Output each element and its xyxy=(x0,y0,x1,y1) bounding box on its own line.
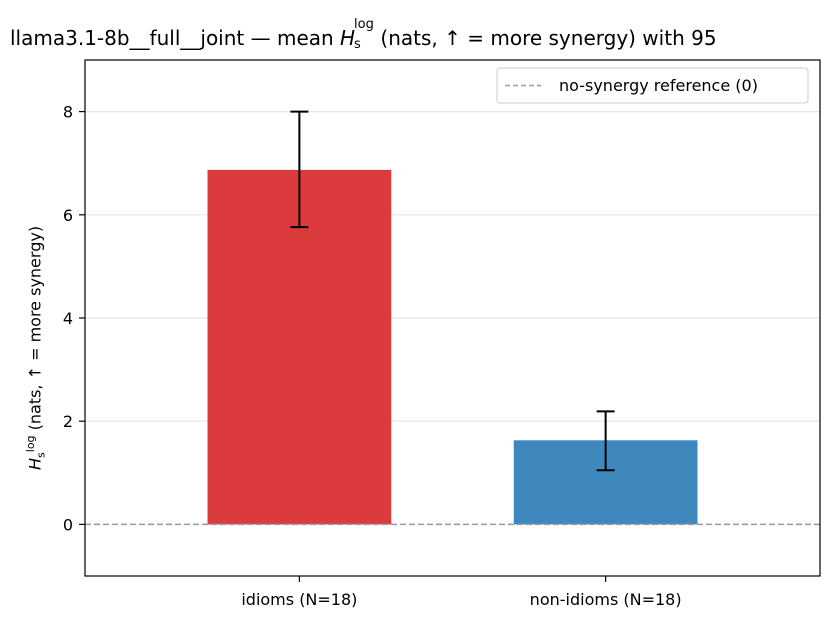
title-subscript: s xyxy=(354,37,361,52)
error-bars xyxy=(290,110,615,472)
ylabel-symbol: H xyxy=(25,457,45,470)
bars xyxy=(207,169,698,525)
title-prefix: llama3.1-8b__full__joint — mean xyxy=(10,26,341,50)
bar xyxy=(207,169,392,525)
ylabel-suffix: (nats, ↑ = more synergy) xyxy=(25,225,45,436)
y-tick-label: 2 xyxy=(63,412,73,431)
y-tick-label: 0 xyxy=(63,515,73,534)
y-axis-label: Hslog (nats, ↑ = more synergy) xyxy=(24,226,48,470)
legend: no-synergy reference (0) xyxy=(496,67,809,104)
y-tick-label: 6 xyxy=(63,206,73,225)
title-symbol-letter: H xyxy=(340,26,356,50)
x-tick-label: idioms (N=18) xyxy=(241,590,357,609)
ylabel-subscript: s xyxy=(34,452,48,458)
ylabel-superscript: log xyxy=(24,435,37,453)
x-tick-label: non-idioms (N=18) xyxy=(530,590,682,609)
y-tick-label: 4 xyxy=(63,309,73,328)
x-axis-ticks: idioms (N=18) non-idioms (N=18) xyxy=(241,576,682,609)
legend-label: no-synergy reference (0) xyxy=(559,76,758,95)
y-tick-label: 8 xyxy=(63,103,73,122)
grid-lines xyxy=(85,110,820,422)
title-suffix: (nats, ↑ = more synergy) with 95 xyxy=(374,26,717,50)
legend-box xyxy=(496,67,809,104)
y-axis-ticks: 0 2 4 6 8 xyxy=(63,103,85,534)
title-superscript: log xyxy=(354,17,374,32)
